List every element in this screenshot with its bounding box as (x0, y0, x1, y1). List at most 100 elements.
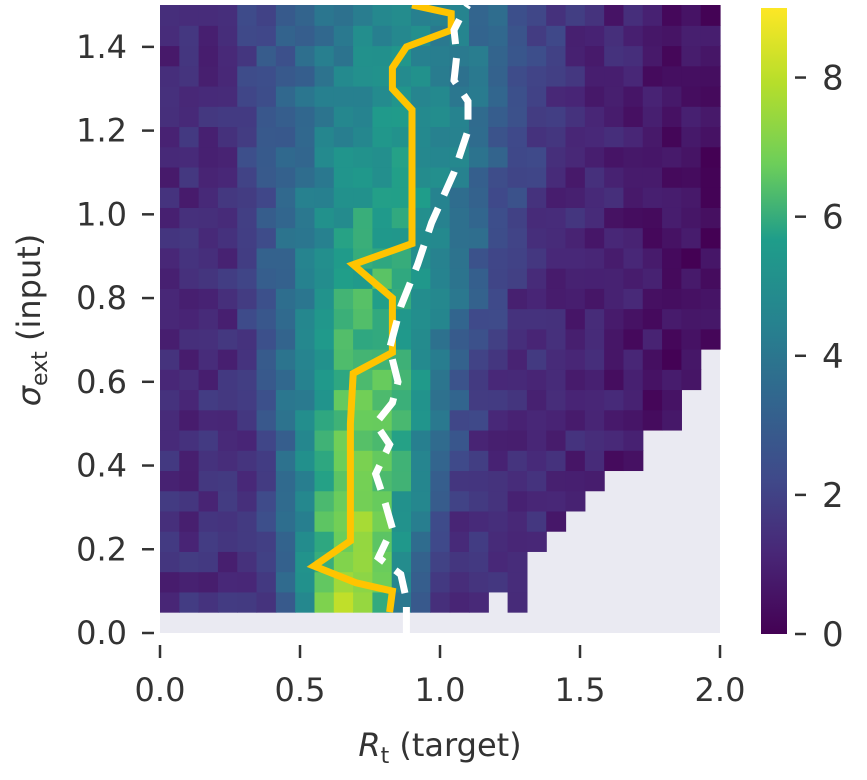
heatmap-cell (353, 227, 374, 249)
heatmap-cell (353, 490, 374, 512)
heatmap-cell (507, 25, 528, 47)
heatmap-cell (314, 349, 335, 370)
heatmap-cell (275, 268, 296, 289)
heatmap-cell (642, 268, 663, 289)
heatmap-cell (372, 146, 393, 168)
heatmap-cell (584, 207, 605, 229)
heatmap-cell (411, 187, 431, 208)
heatmap-cell (198, 551, 219, 573)
heatmap-cell (623, 126, 644, 148)
heatmap-cell (565, 389, 586, 411)
heatmap-cell (256, 450, 277, 472)
heatmap-cell (700, 247, 721, 269)
heatmap-cell (217, 146, 238, 168)
heatmap-cell (179, 25, 200, 47)
heatmap-cell (662, 5, 682, 26)
heatmap-cell (468, 268, 489, 289)
dashed-line-series (371, 5, 472, 633)
y-tick-label: 0.0 (76, 614, 127, 652)
heatmap-cell (179, 187, 200, 208)
heatmap-cell (584, 470, 605, 492)
heatmap-cell (353, 166, 374, 188)
heatmap-cell (526, 328, 547, 350)
heatmap-cell (565, 470, 586, 492)
heatmap-cell (623, 369, 644, 391)
heatmap-cell (198, 5, 219, 26)
heatmap-cell (565, 490, 586, 512)
heatmap-cell (237, 429, 258, 451)
heatmap-cell (468, 45, 489, 67)
heatmap-cell (546, 409, 567, 431)
heatmap-cell (256, 146, 277, 168)
heatmap-cell (662, 85, 682, 107)
heatmap-cell (391, 551, 412, 573)
heatmap-cell (411, 106, 431, 128)
heatmap-cell (681, 207, 702, 229)
heatmap-cell (295, 429, 316, 451)
heatmap-cell (430, 591, 451, 613)
heatmap-cell (681, 247, 702, 269)
heatmap-cell (411, 369, 431, 391)
heatmap-cell (430, 65, 451, 87)
heatmap-cell (237, 551, 258, 573)
heatmap-cell (507, 268, 528, 289)
heatmap-cell (449, 288, 470, 310)
heatmap-cell (217, 470, 238, 492)
heatmap-cell (468, 207, 489, 229)
heatmap-cell (526, 106, 547, 128)
heatmap-cell (314, 106, 335, 128)
heatmap-cell (449, 207, 470, 229)
heatmap-cell (333, 268, 354, 289)
heatmap-cell (488, 5, 509, 26)
heatmap-cell (179, 5, 200, 26)
heatmap-cell (275, 207, 296, 229)
heatmap-cell (488, 45, 509, 67)
heatmap-cell (198, 187, 219, 208)
heatmap-cell (488, 166, 509, 188)
heatmap-cells (160, 5, 721, 613)
heatmap-cell (662, 409, 682, 431)
heatmap-cell (179, 349, 200, 370)
heatmap-cell (642, 409, 663, 431)
heatmap-cell (700, 85, 721, 107)
solid-line-series (306, 5, 455, 613)
heatmap-cell (526, 25, 547, 47)
heatmap-cell (662, 227, 682, 249)
heatmap-cell (584, 45, 605, 67)
heatmap-cell (430, 429, 451, 451)
heatmap-cell (662, 65, 682, 87)
heatmap-cell (314, 187, 335, 208)
heatmap-cell (237, 328, 258, 350)
heatmap-cell (237, 166, 258, 188)
heatmap-cell (333, 308, 354, 330)
heatmap-cell (275, 349, 296, 370)
heatmap-cell (526, 207, 547, 229)
heatmap-cell (468, 591, 489, 613)
heatmap-cell (295, 207, 316, 229)
heatmap-cell (584, 429, 605, 451)
heatmap-cell (700, 227, 721, 249)
heatmap-cell (353, 308, 374, 330)
heatmap-cell (681, 25, 702, 47)
heatmap-cell (681, 45, 702, 67)
heatmap-cell (160, 166, 180, 188)
heatmap-cell (275, 106, 296, 128)
heatmap-cell (604, 5, 625, 26)
heatmap-cell (700, 126, 721, 148)
heatmap-cell (488, 409, 509, 431)
heatmap-cell (237, 65, 258, 87)
heatmap-cell (314, 369, 335, 391)
heatmap-cell (179, 65, 200, 87)
heatmap-cell (681, 146, 702, 168)
heatmap-cell (604, 126, 625, 148)
heatmap-cell (565, 349, 586, 370)
heatmap-cell (160, 450, 180, 472)
heatmap-cell (584, 126, 605, 148)
heatmap-cell (681, 85, 702, 107)
heatmap-cell (160, 369, 180, 391)
heatmap-cell (546, 288, 567, 310)
heatmap-cell (275, 389, 296, 411)
heatmap-cell (623, 207, 644, 229)
heatmap-cell (662, 247, 682, 269)
heatmap-cell (662, 288, 682, 310)
